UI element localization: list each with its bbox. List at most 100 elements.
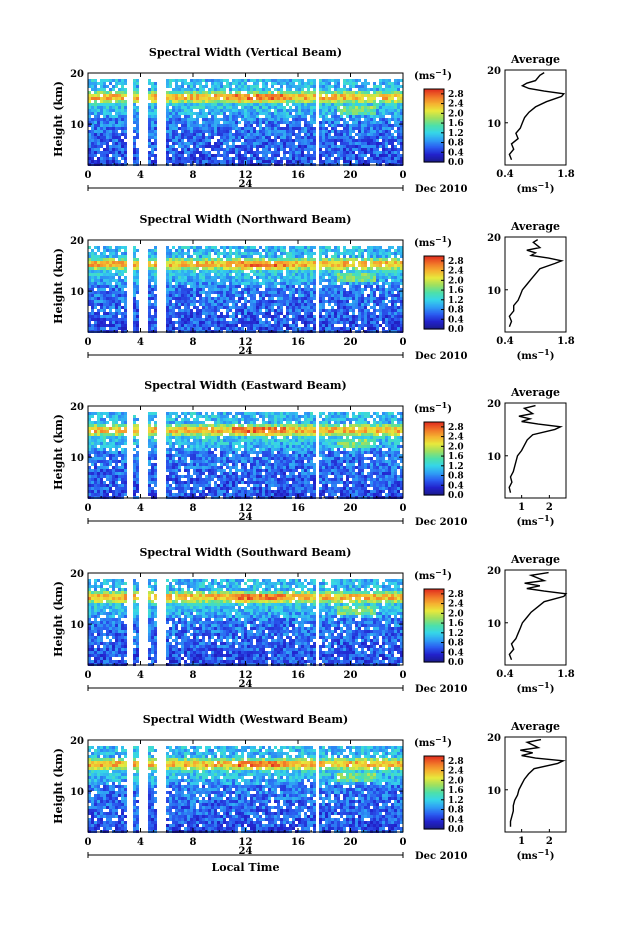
heatmap-cell — [103, 315, 106, 318]
heatmap-cell — [202, 282, 205, 285]
heatmap-cell — [343, 148, 346, 151]
heatmap-cell — [232, 291, 235, 294]
heatmap-cell — [196, 148, 199, 151]
heatmap-cell — [115, 312, 118, 315]
heatmap-cell — [340, 115, 343, 118]
heatmap-cell — [301, 130, 304, 133]
heatmap-cell — [301, 267, 304, 270]
heatmap-cell — [286, 145, 289, 148]
heatmap-cell — [310, 297, 313, 300]
heatmap-cell — [103, 91, 106, 94]
heatmap-cell — [187, 279, 190, 282]
heatmap-cell — [271, 264, 274, 267]
heatmap-cell — [322, 279, 325, 282]
heatmap-cell — [280, 297, 283, 300]
heatmap-cell — [280, 157, 283, 160]
heatmap-cell — [187, 315, 190, 318]
heatmap-cell — [340, 318, 343, 321]
heatmap-cell — [382, 285, 385, 288]
heatmap-cell — [217, 282, 220, 285]
heatmap-cell — [352, 151, 355, 154]
heatmap-cell — [340, 148, 343, 151]
heatmap-cell — [169, 136, 172, 139]
heatmap-cell — [337, 91, 340, 94]
heatmap-cell — [175, 288, 178, 291]
heatmap-cell — [238, 133, 241, 136]
heatmap-cell — [199, 303, 202, 306]
heatmap-cell — [334, 282, 337, 285]
heatmap-cell — [97, 285, 100, 288]
heatmap-cell — [379, 115, 382, 118]
heatmap-cell — [280, 127, 283, 130]
heatmap-cell — [397, 318, 400, 321]
heatmap-cell — [223, 291, 226, 294]
heatmap-cell — [112, 252, 115, 255]
heatmap-cell — [190, 270, 193, 273]
heatmap-cell — [322, 118, 325, 121]
heatmap-cell — [352, 106, 355, 109]
heatmap-cell — [247, 324, 250, 327]
heatmap-cell — [136, 82, 139, 85]
heatmap-cell — [286, 133, 289, 136]
heatmap-cell — [172, 255, 175, 258]
heatmap-cell — [271, 297, 274, 300]
heatmap-cell — [121, 157, 124, 160]
heatmap-cell — [313, 94, 316, 97]
heatmap-cell — [208, 258, 211, 261]
heatmap-cell — [397, 276, 400, 279]
heatmap-cell — [196, 124, 199, 127]
heatmap-cell — [193, 85, 196, 88]
heatmap-cell — [253, 246, 256, 249]
heatmap-cell — [382, 82, 385, 85]
heatmap-cell — [346, 300, 349, 303]
heatmap-cell — [121, 151, 124, 154]
heatmap-cell — [298, 118, 301, 121]
heatmap-cell — [343, 100, 346, 103]
colorbar-tick-label: 2.0 — [448, 109, 464, 119]
heatmap-cell — [175, 255, 178, 258]
heatmap-cell — [397, 270, 400, 273]
heatmap-cell — [91, 282, 94, 285]
heatmap-cell — [178, 291, 181, 294]
heatmap-cell — [196, 121, 199, 124]
heatmap-cell — [151, 294, 154, 297]
heatmap-cell — [148, 324, 151, 327]
heatmap-cell — [211, 109, 214, 112]
heatmap-cell — [97, 106, 100, 109]
heatmap-cell — [211, 121, 214, 124]
heatmap-cell — [259, 321, 262, 324]
heatmap-cell — [91, 309, 94, 312]
heatmap-cell — [253, 106, 256, 109]
heatmap-cell — [106, 154, 109, 157]
heatmap-cell — [112, 291, 115, 294]
heatmap-cell — [226, 312, 229, 315]
heatmap-cell — [337, 79, 340, 82]
heatmap-cell — [193, 279, 196, 282]
heatmap-cell — [289, 282, 292, 285]
heatmap-cell — [331, 145, 334, 148]
heatmap-cell — [220, 264, 223, 267]
heatmap-cell — [112, 88, 115, 91]
heatmap-cell — [214, 79, 217, 82]
heatmap-cell — [115, 279, 118, 282]
heatmap-cell — [109, 109, 112, 112]
heatmap-cell — [241, 309, 244, 312]
heatmap-cell — [169, 160, 172, 163]
heatmap-cell — [328, 270, 331, 273]
heatmap-cell — [340, 285, 343, 288]
heatmap-cell — [196, 258, 199, 261]
heatmap-cell — [193, 106, 196, 109]
heatmap-cell — [265, 142, 268, 145]
heatmap-cell — [112, 97, 115, 100]
heatmap-cell — [253, 270, 256, 273]
heatmap-cell — [133, 267, 136, 270]
heatmap-cell — [121, 315, 124, 318]
colorbar — [423, 88, 445, 163]
heatmap-cell — [319, 309, 322, 312]
heatmap-cell — [109, 255, 112, 258]
heatmap-cell — [382, 124, 385, 127]
heatmap-cell — [301, 294, 304, 297]
heatmap-cell — [307, 130, 310, 133]
heatmap-cell — [229, 288, 232, 291]
heatmap-cell — [331, 270, 334, 273]
